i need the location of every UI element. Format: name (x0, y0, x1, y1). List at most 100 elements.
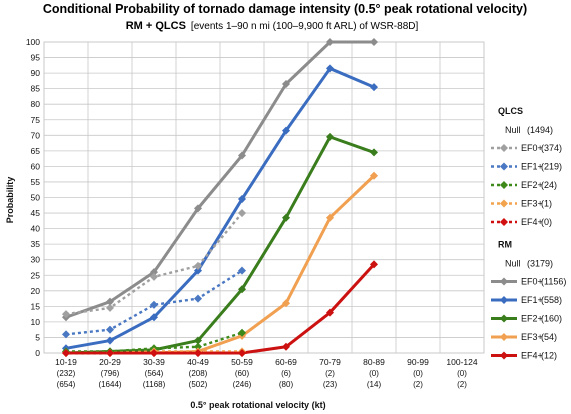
data-point (237, 266, 247, 275)
x-tick-label: 20-29 (99, 357, 121, 367)
legend-series-count: (219) (541, 162, 562, 172)
series-line (65, 135, 375, 355)
x-count-qlcs: (564) (145, 369, 164, 378)
legend-series-name: EF2+ (521, 180, 543, 190)
y-tick-label: 80 (31, 99, 41, 109)
data-point (149, 348, 159, 358)
data-point (61, 330, 71, 339)
legend-null-label: Null (505, 125, 521, 135)
y-tick-label: 70 (31, 130, 41, 140)
data-point (149, 313, 159, 322)
y-axis-ticks: 0 5 10 15 20 25 30 35 40 45 50 55 60 65 70 75 80 85 90 95 10… (26, 37, 40, 358)
legend-series-name: EF0+ (521, 277, 543, 287)
x-count-rm: (23) (323, 380, 338, 389)
y-tick-label: 45 (31, 208, 41, 218)
data-point (237, 328, 247, 337)
x-tick-label: 40-49 (187, 357, 209, 367)
x-count-rm: (2) (413, 380, 423, 389)
data-point (325, 64, 335, 73)
data-point (193, 204, 203, 213)
legend-series-name: EF2+ (521, 314, 543, 324)
legend-series-count: (12) (541, 351, 557, 361)
y-tick-label: 0 (35, 348, 40, 358)
y-tick-label: 40 (31, 224, 41, 234)
data-point (369, 171, 379, 180)
series-qlcs-ef0plus (61, 209, 247, 319)
x-tick-label: 30-39 (143, 357, 165, 367)
x-count-qlcs: (60) (235, 369, 250, 378)
data-point (193, 294, 203, 303)
legend-null-count: (1494) (527, 125, 553, 135)
legend-marker (499, 143, 509, 153)
y-tick-label: 5 (35, 332, 40, 342)
legend-series-count: (1) (541, 199, 552, 209)
data-point (325, 308, 335, 317)
x-tick-label: 70-79 (319, 357, 341, 367)
y-tick-label: 35 (31, 239, 41, 249)
y-axis-label: Probability (5, 177, 15, 224)
x-count-rm: (80) (279, 380, 294, 389)
x-count-rm: (1168) (143, 380, 166, 389)
y-tick-label: 50 (31, 193, 41, 203)
legend-marker (499, 277, 509, 286)
y-tick-label: 95 (31, 53, 41, 63)
legend-marker (499, 199, 509, 208)
data-point (149, 300, 159, 309)
y-tick-label: 85 (31, 84, 41, 94)
data-point (105, 336, 115, 345)
chart-title: Conditional Probability of tornado damag… (43, 2, 527, 16)
data-point (325, 37, 335, 47)
data-point (237, 151, 247, 160)
data-point (281, 342, 291, 351)
legend-null-count: (3179) (527, 259, 553, 269)
x-axis-ticks: 10-19 (232) (654) 20-29 (796) (1644) 30-39 (564… (55, 357, 478, 389)
legend-marker (499, 332, 509, 342)
data-point (369, 260, 379, 269)
y-tick-label: 75 (31, 115, 41, 125)
x-tick-label: 10-19 (55, 357, 77, 367)
x-count-qlcs: (796) (101, 369, 120, 378)
x-count-qlcs: (232) (57, 369, 76, 378)
legend-marker (499, 162, 509, 171)
series-qlcs-ef1plus (61, 266, 247, 339)
y-tick-label: 25 (31, 270, 41, 280)
x-axis-label: 0.5° peak rotational velocity (kt) (190, 400, 325, 410)
data-point (237, 285, 247, 294)
grid (43, 41, 485, 354)
x-tick-label: 100-124 (446, 357, 477, 367)
x-count-rm: (654) (57, 380, 76, 389)
legend-series-count: (374) (541, 143, 562, 153)
data-point (105, 325, 115, 334)
x-count-qlcs: (2) (325, 369, 335, 378)
legend-group-qlcs: QLCS (498, 106, 523, 116)
y-tick-label: 90 (31, 68, 41, 78)
chart-subtitle: RM + QLCS [events 1–90 n mi (100–9,900 ft… (126, 20, 419, 32)
legend-group-rm: RM (498, 240, 512, 250)
x-tick-label: 90-99 (407, 357, 429, 367)
series-line (66, 350, 242, 355)
series-layer (61, 37, 379, 358)
legend-marker (499, 295, 509, 305)
legend-series-name: EF4+ (521, 351, 543, 361)
legend-series-name: EF0+ (521, 143, 543, 153)
series-line (65, 66, 375, 350)
series-line (66, 263, 376, 355)
data-point (149, 272, 159, 281)
data-point (237, 195, 247, 204)
legend-series-count: (558) (541, 295, 562, 305)
data-point (369, 148, 379, 157)
data-point (369, 37, 379, 47)
x-count-rm: (246) (233, 380, 252, 389)
data-point (281, 79, 291, 89)
data-point (61, 348, 71, 358)
legend-series-name: EF3+ (521, 332, 543, 342)
x-count-qlcs: (208) (189, 369, 208, 378)
y-tick-label: 15 (31, 301, 41, 311)
chart-subtitle-extra: [events 1–90 n mi (100–9,900 ft ARL) of … (191, 21, 419, 32)
data-point (281, 299, 291, 308)
data-point (105, 348, 115, 358)
legend-marker (499, 217, 509, 227)
series-line (65, 269, 243, 336)
